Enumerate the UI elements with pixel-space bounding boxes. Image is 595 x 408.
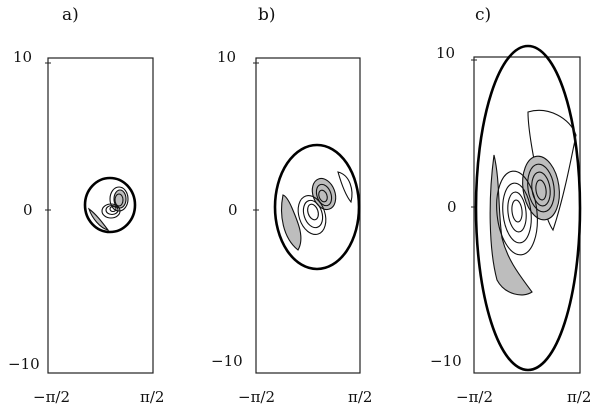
panel-c-ytick-label-0: 0 (447, 198, 457, 216)
panel-c-contour-right-3 (535, 179, 547, 201)
panel-a-contour-center-outer (101, 203, 121, 219)
panel-b-shaded-lobe-left (280, 194, 302, 251)
panel-a-contours (83, 176, 137, 234)
panel-a-contour-center-inner (109, 205, 117, 213)
panel-c-xtick-label-left: −π/2 (456, 388, 493, 406)
panel-b-contour-top-right (337, 171, 353, 204)
panel-c-shaded-lobe-right (522, 155, 560, 221)
panel-c-label: c) (475, 5, 491, 25)
panel-a-frame (47, 57, 154, 374)
panel-c-shaded-lobe-left (489, 154, 533, 296)
panel-b-contour-right-inner (318, 189, 328, 203)
panel-c-contour-center-3 (507, 191, 527, 233)
panel-c-contour-right-1 (527, 163, 555, 213)
panel-a-ytick-label-0: 0 (23, 201, 33, 219)
panel-c: c) 10 0 −10 −π/2 π/2 (430, 5, 591, 406)
panel-c-contours (474, 44, 582, 372)
panel-b-contour-center-mid (302, 199, 324, 229)
panel-a-xtick-label-right: π/2 (140, 388, 164, 406)
panel-c-boundary-ellipse (474, 44, 582, 372)
panel-b-ytick-label-neg10: −10 (211, 352, 243, 370)
panel-a-shaded-lobe-left (87, 207, 110, 231)
panel-b-ytick-label-10: 10 (217, 48, 236, 66)
panel-b-label: b) (258, 5, 276, 25)
panel-b-boundary-ellipse (273, 143, 361, 271)
panel-b-shaded-lobe-right (311, 177, 337, 211)
panel-c-contour-center-1 (496, 170, 538, 256)
panel-c-ytick-label-10: 10 (436, 44, 455, 62)
panel-c-ytick-label-neg10: −10 (430, 352, 462, 370)
panel-b-contour-right-mid (315, 183, 333, 207)
panel-b-xtick-label-right: π/2 (348, 388, 372, 406)
panel-b-contours (273, 143, 361, 271)
panel-b: b) 10 0 −10 −π/2 π/2 (211, 5, 372, 406)
panel-b-contour-center-inner (307, 203, 319, 221)
panel-b-ytick-label-0: 0 (228, 201, 238, 219)
panel-b-frame (255, 57, 361, 374)
panel-c-contour-center-4 (511, 199, 523, 223)
panel-a-xtick-label-left: −π/2 (33, 388, 70, 406)
panel-b-xtick-label-left: −π/2 (238, 388, 275, 406)
panel-c-xtick-label-right: π/2 (567, 388, 591, 406)
panel-a: a) 10 0 −10 −π/2 π/2 (8, 5, 164, 406)
panel-b-contour-center-outer (297, 195, 327, 235)
panel-a-ytick-label-10: 10 (13, 48, 32, 66)
panel-a-contour-right-inner (114, 193, 124, 207)
panel-a-label: a) (62, 5, 79, 25)
panel-c-contour-center-2 (502, 182, 532, 244)
panel-a-contour-center-mid (105, 204, 119, 216)
panel-a-contour-right-outer (109, 186, 129, 212)
panel-a-boundary-ellipse (83, 176, 137, 234)
panel-a-ytick-label-neg10: −10 (8, 355, 40, 373)
